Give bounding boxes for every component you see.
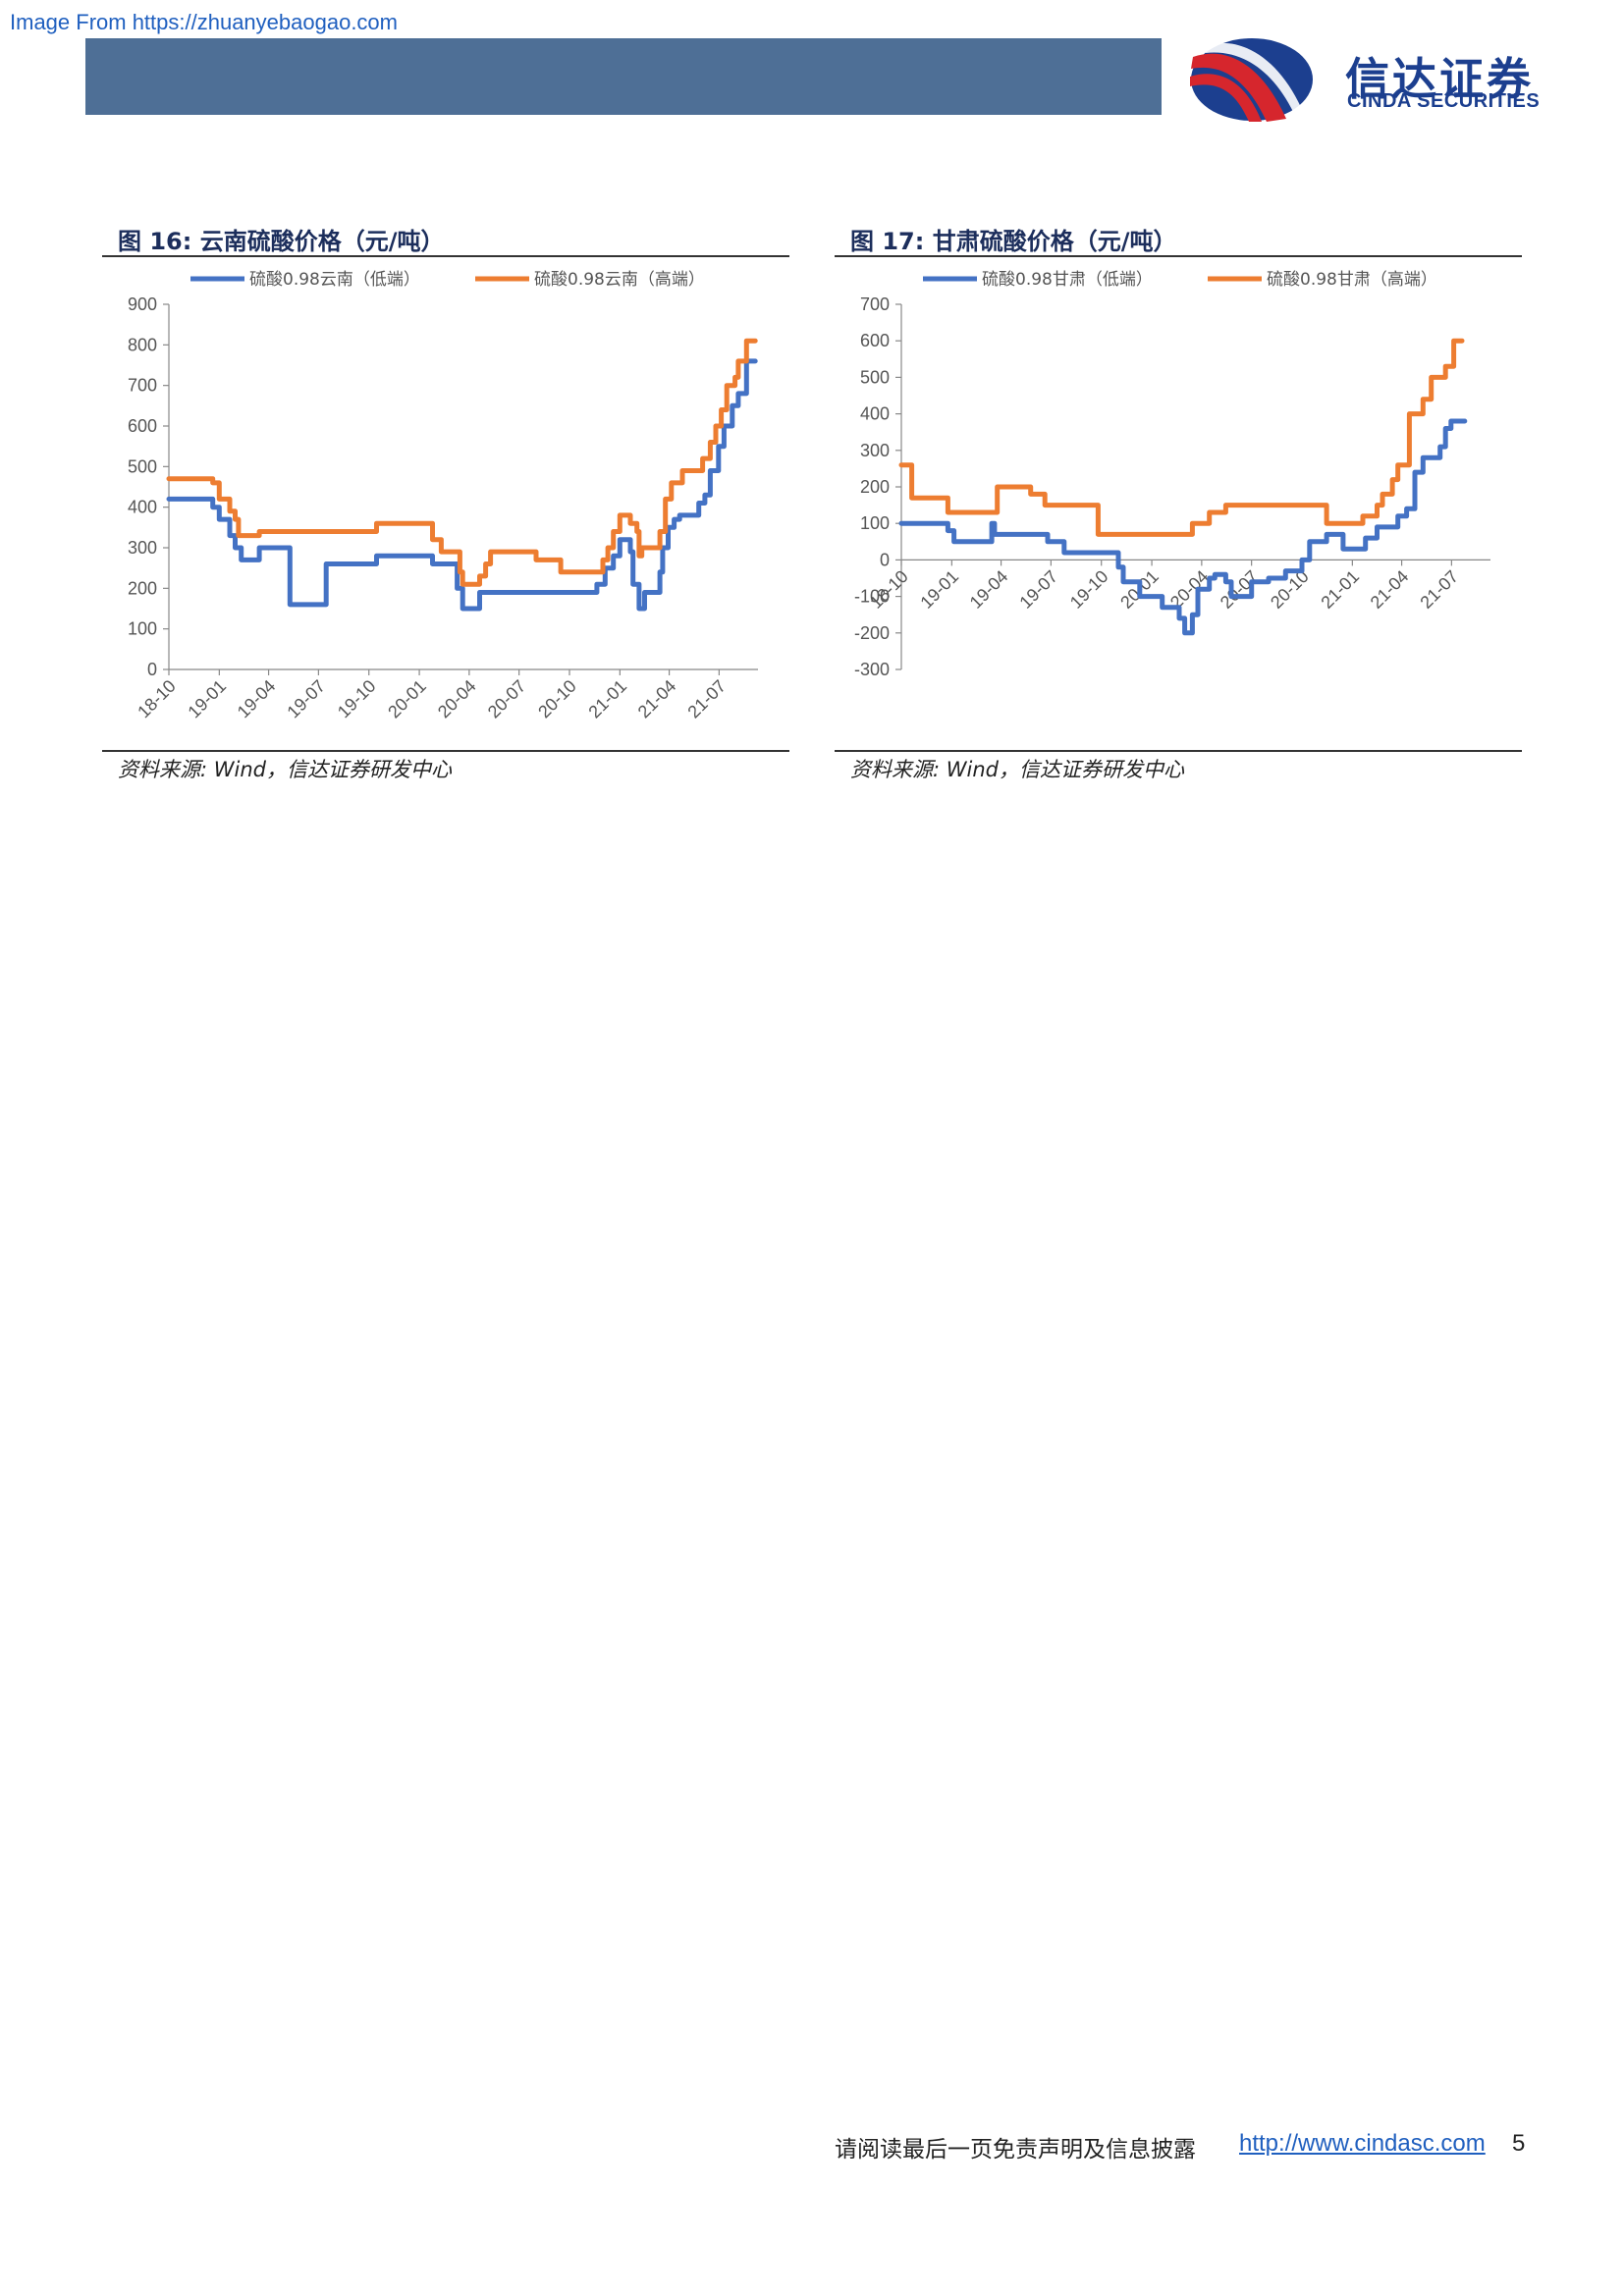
x-tick-label: 21-07 — [1416, 566, 1462, 613]
x-tick-label: 19-01 — [916, 566, 962, 613]
figure-16-panel: 图 16: 云南硫酸价格（元/吨） 硫酸0.98云南（低端） 硫酸0.98云南（高… — [102, 218, 789, 787]
x-tick-label: 19-10 — [334, 676, 380, 722]
x-tick-label: 19-01 — [184, 676, 230, 722]
y-tick-label: 400 — [128, 498, 157, 517]
x-tick-label: 20-07 — [484, 676, 530, 722]
y-tick-label: 700 — [128, 376, 157, 396]
x-tick-label: 19-04 — [234, 676, 280, 722]
legend-label-0: 硫酸0.98甘肃（低端） — [982, 270, 1153, 290]
footer-link[interactable]: http://www.cindasc.com — [1239, 2130, 1486, 2157]
x-tick-label: 21-04 — [1367, 566, 1413, 613]
figure-16-title: 图 16: 云南硫酸价格（元/吨） — [118, 228, 445, 255]
y-tick-label: 800 — [128, 335, 157, 354]
x-tick-label: 21-01 — [584, 676, 630, 722]
y-tick-label: -300 — [854, 660, 890, 679]
y-tick-label: 600 — [128, 416, 157, 436]
x-tick-label: 21-04 — [634, 676, 680, 722]
x-tick-label: 19-04 — [966, 566, 1012, 613]
logo-en-text: CINDA SECURITIES — [1347, 90, 1541, 112]
series-line-1 — [166, 338, 758, 587]
legend-label-1: 硫酸0.98甘肃（高端） — [1267, 270, 1437, 290]
legend-label-1: 硫酸0.98云南（高端） — [534, 270, 705, 290]
figure-17-source: 资料来源: Wind，信达证券研发中心 — [850, 758, 1184, 781]
figure-17-bottom-rule — [835, 750, 1522, 752]
footer-disclaimer: 请阅读最后一页免责声明及信息披露 — [835, 2137, 1196, 2163]
y-tick-label: 600 — [860, 331, 890, 350]
x-tick-label: 20-04 — [434, 676, 480, 722]
x-tick-label: 19-07 — [1015, 566, 1061, 613]
y-tick-label: 500 — [128, 456, 157, 476]
x-tick-label: 19-10 — [1066, 566, 1112, 613]
header-bar — [85, 38, 1162, 115]
figure-16-chart: 硫酸0.98云南（低端） 硫酸0.98云南（高端） 0 100 200 300 400 500… — [128, 270, 758, 722]
y-tick-label: 700 — [860, 294, 890, 314]
logo-cn-text: 信达证券 — [1345, 53, 1535, 105]
company-logo: 信达证券 CINDA SECURITIES — [1188, 35, 1581, 124]
watermark-url: Image From https://zhuanyebaogao.com — [10, 10, 398, 34]
y-tick-label: 100 — [860, 513, 890, 533]
y-tick-label: 100 — [128, 619, 157, 639]
y-tick-label: -100 — [854, 587, 890, 607]
x-tick-label: 21-01 — [1317, 566, 1363, 613]
y-tick-label: 500 — [860, 367, 890, 387]
y-tick-label: 300 — [128, 538, 157, 558]
figure-17-panel: 图 17: 甘肃硫酸价格（元/吨） 硫酸0.98甘肃（低端） 硫酸0.98甘肃（高… — [835, 218, 1522, 787]
y-tick-label: 900 — [128, 294, 157, 314]
figure-17-top-rule — [835, 255, 1522, 257]
y-tick-label: -200 — [854, 623, 890, 643]
y-tick-label: 200 — [860, 477, 890, 497]
figure-17-chart: 硫酸0.98甘肃（低端） 硫酸0.98甘肃（高端） -300 -200 -100 0 100… — [854, 270, 1490, 679]
figure-16-bottom-rule — [102, 750, 789, 752]
y-tick-label: 0 — [147, 660, 157, 679]
y-tick-label: 200 — [128, 578, 157, 598]
y-tick-label: 0 — [880, 550, 890, 569]
x-tick-label: 20-01 — [384, 676, 430, 722]
series-line-1 — [898, 338, 1465, 537]
figure-17-title: 图 17: 甘肃硫酸价格（元/吨） — [850, 228, 1177, 255]
y-tick-label: 300 — [860, 441, 890, 460]
page-number: 5 — [1512, 2130, 1526, 2157]
x-tick-label: 18-10 — [134, 676, 180, 722]
series-line-0 — [898, 418, 1468, 636]
series-line-0 — [166, 358, 758, 612]
y-tick-label: 400 — [860, 404, 890, 424]
figure-16-source: 资料来源: Wind，信达证券研发中心 — [118, 758, 452, 781]
x-tick-label: 19-07 — [283, 676, 329, 722]
x-tick-label: 21-07 — [683, 676, 730, 722]
x-tick-label: 20-10 — [534, 676, 580, 722]
logo-globe-icon — [1190, 38, 1313, 123]
figure-16-top-rule — [102, 255, 789, 257]
legend-label-0: 硫酸0.98云南（低端） — [249, 270, 420, 290]
